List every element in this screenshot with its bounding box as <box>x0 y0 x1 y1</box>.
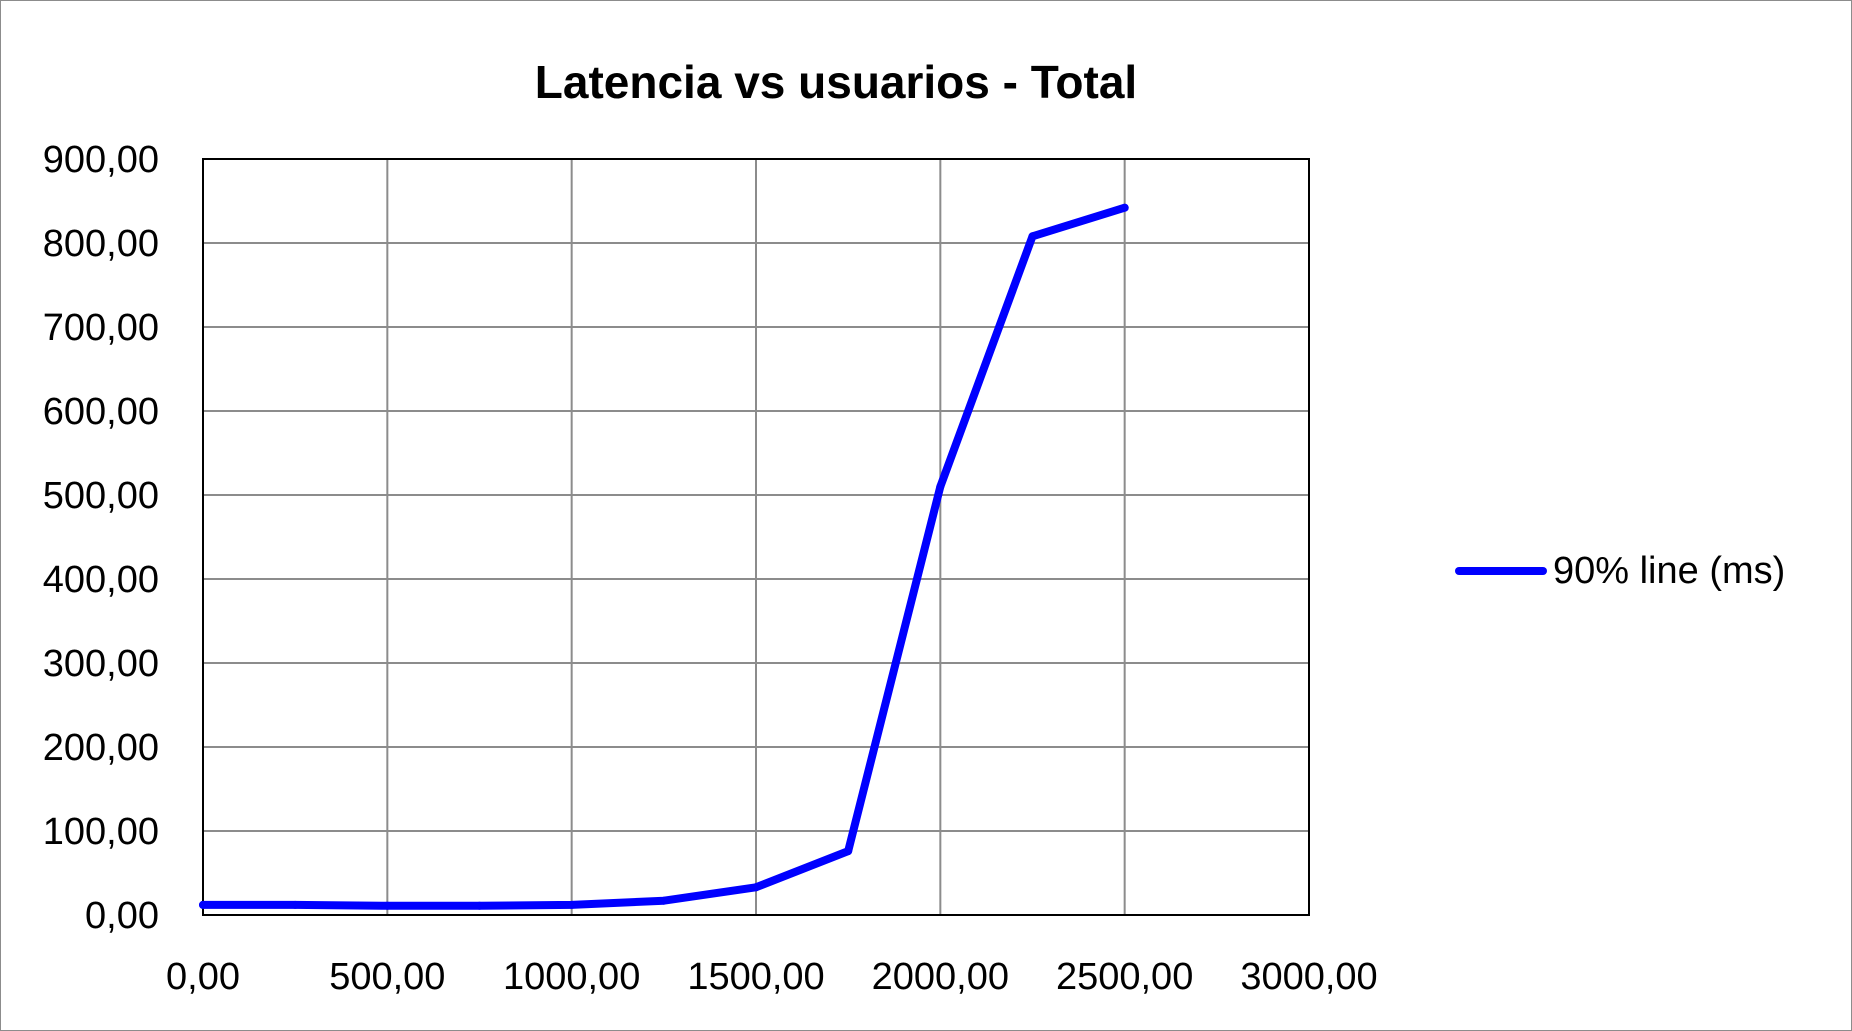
chart-title: Latencia vs usuarios - Total <box>535 56 1137 108</box>
y-tick-label: 900,00 <box>43 139 159 181</box>
y-tick-label: 400,00 <box>43 559 159 601</box>
data-point <box>199 900 207 909</box>
data-point <box>936 482 945 491</box>
x-tick-label: 2500,00 <box>1056 956 1193 998</box>
x-tick-label: 3000,00 <box>1240 956 1377 998</box>
y-tick-label: 200,00 <box>43 727 159 769</box>
x-tick-label: 500,00 <box>329 956 445 998</box>
grid-lines <box>203 159 1309 915</box>
x-tick-label: 1500,00 <box>687 956 824 998</box>
data-point <box>291 900 300 909</box>
data-point <box>383 901 392 910</box>
y-tick-label: 100,00 <box>43 811 159 853</box>
y-tick-label: 0,00 <box>85 895 159 937</box>
x-tick-label: 0,00 <box>166 956 240 998</box>
legend: 90% line (ms) <box>1455 550 1785 592</box>
x-axis-ticks: 0,00 500,00 1000,00 1500,00 2000,00 2500,00 30… <box>166 956 1378 998</box>
data-point <box>752 883 760 892</box>
data-point <box>659 896 668 905</box>
y-tick-label: 300,00 <box>43 643 159 685</box>
data-point <box>475 901 484 910</box>
data-point <box>844 847 853 856</box>
plot-area-border <box>202 158 1310 916</box>
x-tick-label: 2000,00 <box>872 956 1009 998</box>
series-layer <box>199 203 1129 910</box>
x-tick-label: 1000,00 <box>503 956 640 998</box>
series-line <box>199 203 1129 910</box>
data-point <box>1028 232 1037 241</box>
data-point <box>1120 203 1129 212</box>
legend-label: 90% line (ms) <box>1553 550 1785 592</box>
y-tick-label: 500,00 <box>43 475 159 517</box>
y-tick-label: 800,00 <box>43 223 159 265</box>
y-tick-label: 600,00 <box>43 391 159 433</box>
y-tick-label: 700,00 <box>43 307 159 349</box>
data-point <box>567 900 576 909</box>
y-axis-ticks: 0,00 100,00 200,00 300,00 400,00 500,00 600,00… <box>43 139 159 937</box>
